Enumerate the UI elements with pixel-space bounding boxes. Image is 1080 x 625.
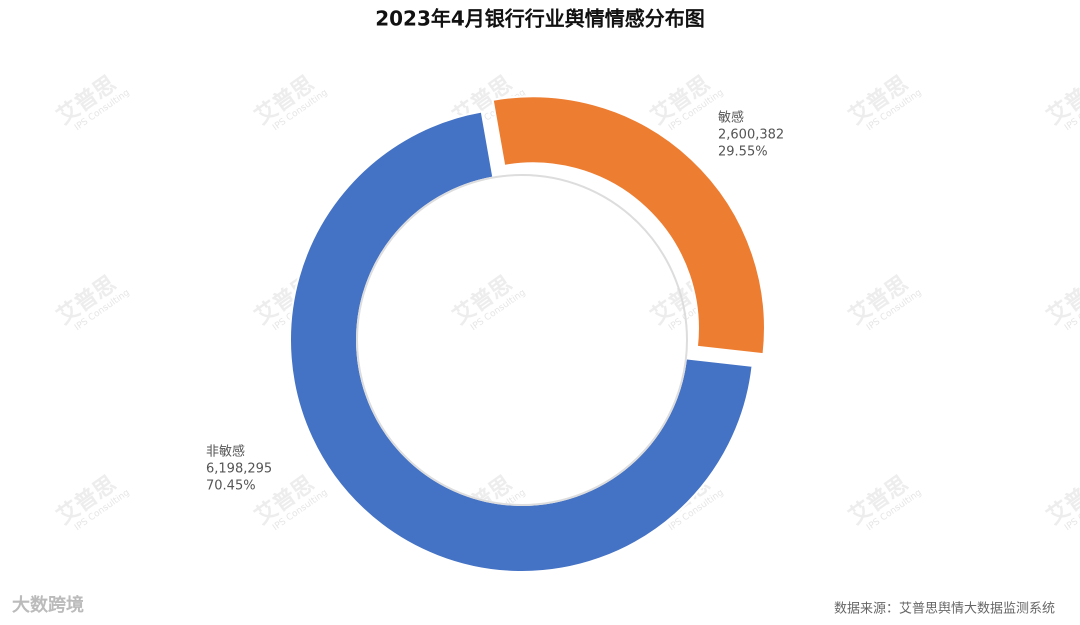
percent-label: 29.55% <box>718 145 768 160</box>
brand: 大数跨境 <box>12 594 84 616</box>
value-label: 2,600,382 <box>718 128 784 143</box>
chart-title: 2023年4月银行行业舆情情感分布图 <box>375 7 705 31</box>
inner-ring <box>356 174 688 506</box>
source-note: 数据来源：艾普思舆情大数据监测系统 <box>834 602 1055 617</box>
percent-label: 70.45% <box>206 479 256 494</box>
donut-slice <box>491 95 766 356</box>
donut <box>289 95 766 573</box>
value-label: 6,198,295 <box>206 462 272 477</box>
slice-label: 敏感 <box>718 110 744 126</box>
slice-label: 非敏感 <box>206 444 245 460</box>
